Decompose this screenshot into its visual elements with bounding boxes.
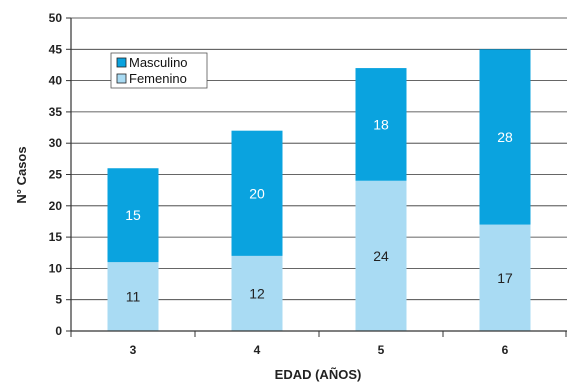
bar-masculino	[355, 68, 407, 181]
x-tick-label: 5	[378, 343, 385, 357]
bar-femenino	[231, 255, 283, 331]
data-label-femenino: 12	[249, 285, 265, 301]
data-label-femenino: 17	[497, 270, 513, 286]
y-tick-label: 5	[55, 293, 62, 307]
y-tick-label: 10	[49, 261, 63, 275]
bar-masculino	[479, 49, 531, 225]
bar-femenino	[355, 180, 407, 331]
data-label-masculino: 15	[125, 207, 141, 223]
legend-label-masculino: Masculino	[129, 55, 188, 70]
y-tick-label: 20	[49, 199, 63, 213]
y-tick-label: 15	[49, 230, 63, 244]
legend-swatch-masculino	[116, 57, 127, 68]
data-label-masculino: 18	[373, 116, 389, 132]
data-labels: 11 15 12 20 24 18 17 28	[125, 116, 513, 304]
data-label-masculino: 20	[249, 185, 265, 201]
y-tick-label: 0	[55, 324, 62, 338]
x-tick-label: 6	[502, 343, 509, 357]
y-tick-label: 35	[49, 105, 63, 119]
x-tick-label: 3	[130, 343, 137, 357]
x-axis-title: EDAD (AÑOS)	[275, 367, 362, 382]
y-tick-label: 40	[49, 74, 63, 88]
legend: Masculino Femenino	[110, 52, 208, 89]
data-label-femenino: 11	[126, 289, 141, 305]
y-tick-label: 25	[49, 168, 63, 182]
legend-box	[110, 52, 208, 89]
x-tick-label: 4	[254, 343, 261, 357]
bar-masculino	[231, 130, 283, 256]
bars	[107, 49, 531, 331]
y-axis-title: N° Casos	[14, 146, 29, 203]
y-tick-label: 50	[49, 11, 63, 25]
y-tick-label: 45	[49, 42, 63, 56]
data-label-femenino: 24	[373, 248, 389, 264]
y-tick-label: 30	[49, 136, 63, 150]
data-label-masculino: 28	[497, 129, 513, 145]
legend-swatch-femenino	[116, 73, 127, 84]
bar-femenino	[107, 262, 159, 331]
bar-femenino	[479, 224, 531, 331]
axes	[66, 17, 567, 337]
bar-masculino	[107, 168, 159, 263]
legend-label-femenino: Femenino	[129, 71, 187, 86]
